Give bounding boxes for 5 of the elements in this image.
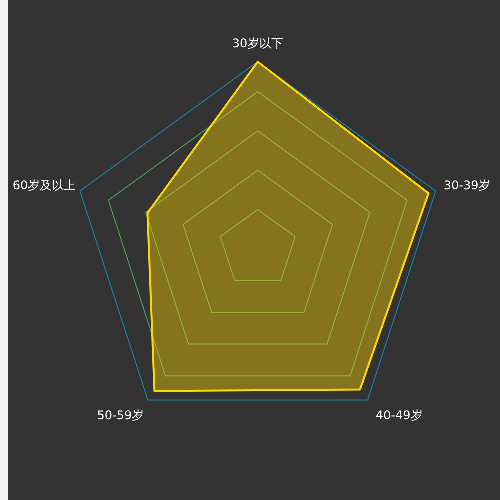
spoke-label: 60岁及以上 (12, 178, 76, 192)
spoke-label: 30-39岁 (444, 178, 491, 192)
spoke-label: 30岁以下 (232, 36, 284, 50)
spoke-label: 40-49岁 (376, 408, 423, 422)
spoke-label: 50-59岁 (97, 408, 144, 422)
